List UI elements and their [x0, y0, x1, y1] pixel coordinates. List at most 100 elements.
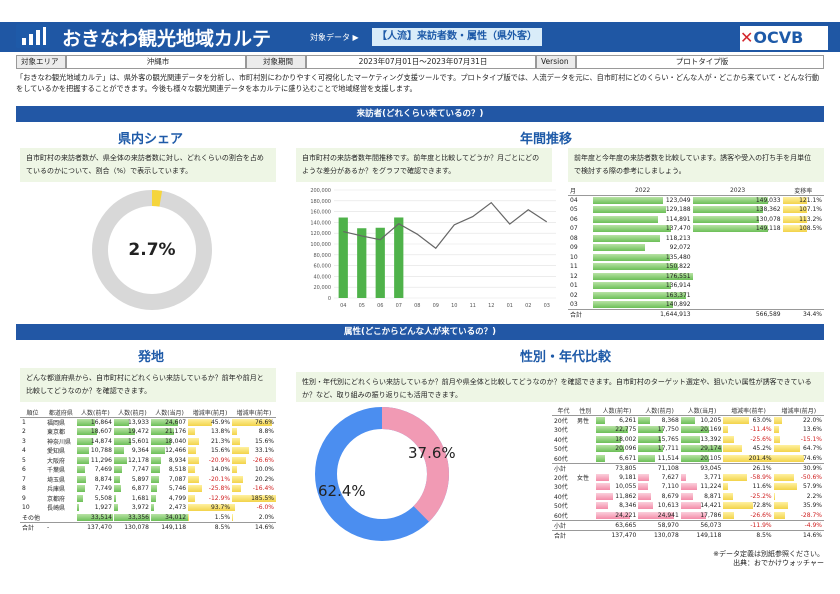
monthly-rate	[783, 272, 824, 282]
table-row: 09 92,072	[568, 243, 824, 253]
gender-table: 年代 性別 人数(前年) 人数(前月) 人数(当月) 増減率(前年) 増減率(前月) 20代 男…	[552, 406, 824, 540]
monthly-month: 08	[570, 234, 578, 242]
origin-cell: 大阪府	[46, 457, 65, 465]
logo-box	[740, 26, 828, 50]
gender-cell: 74.6%	[773, 454, 824, 464]
origin-cell: 45.9%	[188, 418, 232, 428]
gender-title: 性別・年代比較	[520, 350, 612, 365]
origin-cell: 7	[22, 475, 26, 483]
origin-cell: 8.8%	[232, 427, 276, 437]
monthly-2023	[693, 291, 783, 301]
table-row: 2 東京都 18,607 19,472 21,176 13.8% 8.8%	[20, 427, 276, 437]
gender-cell: 60代	[554, 455, 568, 463]
monthly-month: 12	[570, 272, 578, 280]
description: 「おきなわ観光地域カルテ」は、県外客の観光関連データを分析し、市町村別にわかりや…	[16, 73, 820, 93]
gender-cell: 17,750	[638, 425, 681, 435]
ocvb-logo: ✕OCVB	[740, 28, 804, 47]
gender-cell: 60代	[554, 512, 568, 520]
origin-cell: 19,472	[113, 427, 151, 437]
monthly-table: 月 2022 2023 変移率 04 123,049 149,033 121.1% 05 129,…	[568, 186, 824, 319]
gender-text: 性別・年代別にどれくらい来訪しているか？前月や県全体と比較してどうなのか？を確認…	[296, 372, 824, 402]
share-text: 自市町村の来訪者数が、県全体の来訪者数に対し、どれくらいの割合を占めているのかに…	[20, 148, 276, 182]
gender-header: 人数(前月)	[638, 406, 681, 416]
origin-cell: 21,176	[151, 427, 188, 437]
origin-cell: 14,874	[76, 437, 114, 447]
area-label: 対象エリア	[16, 55, 66, 69]
origin-total: 8.5%	[188, 521, 233, 532]
origin-cell: 7,469	[76, 465, 114, 475]
table-row: 3 神奈川県 14,874 15,601 18,040 21.3% 15.6%	[20, 437, 276, 447]
gender-cell: 14.6%	[773, 529, 824, 540]
origin-cell: 1,927	[76, 503, 114, 513]
gender-cell: 7,110	[638, 482, 681, 492]
gender-cell: 56,073	[680, 519, 724, 530]
gender-cell: 11,514	[638, 454, 681, 464]
origin-cell: 4	[22, 447, 26, 455]
gender-cell: 14,421	[680, 501, 724, 511]
monthly-2022: 137,470	[592, 224, 693, 234]
monthly-rate	[783, 243, 824, 253]
trend-xtick: 04	[340, 303, 346, 309]
table-row: 06 114,891 130,078 113.2%	[568, 215, 824, 225]
gender-cell: 11.6%	[723, 482, 773, 492]
origin-cell: 13.8%	[188, 427, 232, 437]
gender-cell: 137,470	[595, 529, 639, 540]
gender-cell: 30.9%	[773, 462, 824, 473]
gender-header: 人数(当月)	[680, 406, 724, 416]
section-band-visitors: 来訪者(どれくらい来ているの？)	[16, 106, 824, 122]
table-row: 20代 男性 6,261 8,368 10,205 63.0% 22.0%	[552, 416, 824, 426]
pie-male-label: 62.4%	[318, 482, 366, 500]
origin-header: 人数(前年)	[76, 408, 114, 418]
version-value: プロトタイプ版	[576, 55, 824, 69]
monthly-month: 01	[570, 282, 578, 290]
table-row: 10 135,480	[568, 253, 824, 263]
origin-cell: -16.4%	[232, 484, 276, 494]
gender-cell: -15.1%	[773, 435, 824, 445]
gender-cell: 22,775	[595, 425, 639, 435]
gender-cell: 6,261	[595, 416, 639, 426]
trend-chart: 0 20,000 40,000 60,000 80,000 100,000 120,000 1…	[310, 188, 556, 309]
origin-cell: 長崎県	[46, 505, 65, 513]
gender-cell: 3,771	[680, 473, 724, 483]
origin-cell: 3	[22, 437, 26, 445]
table-row: 30代 10,055 7,110 11,224 11.6% 57.9%	[552, 482, 824, 492]
gender-header: 増減率(前月)	[773, 406, 824, 416]
gender-cell	[575, 454, 596, 464]
origin-cell: 21.3%	[188, 437, 232, 447]
gender-cell: 22.0%	[773, 416, 824, 426]
monthly-2022: 123,049	[592, 196, 693, 206]
origin-cell: 埼玉県	[46, 476, 65, 484]
monthly-total: 合計	[568, 309, 593, 319]
gender-cell: 7,627	[638, 473, 681, 483]
gender-cell: 93,045	[680, 462, 724, 473]
trend-bar	[394, 217, 404, 298]
trend-xtick: 12	[488, 303, 494, 309]
data-selector[interactable]: 【人流】来訪者数・属性（県外客）	[372, 28, 542, 46]
page-title: おきなわ観光地域カルテ	[62, 28, 272, 50]
gender-cell: 50代	[554, 503, 568, 511]
origin-cell: 7,749	[76, 484, 114, 494]
table-row: 1 福岡県 16,864 13,933 24,607 45.9% 76.6%	[20, 418, 276, 428]
data-label: 対象データ ▶	[310, 33, 359, 42]
trend-xtick: 11	[470, 303, 476, 309]
version-label: Version	[536, 55, 576, 69]
origin-cell: 兵庫県	[46, 486, 65, 494]
monthly-2022: 129,188	[592, 205, 693, 215]
origin-cell: 7,087	[151, 475, 188, 485]
table-row: 08 118,213	[568, 234, 824, 244]
origin-cell: 5,897	[113, 475, 151, 485]
footer-source: 出典：おでかけウォッチャー	[733, 559, 824, 567]
trend-bar	[338, 217, 348, 298]
monthly-2023	[693, 272, 783, 282]
origin-cell: 8,518	[151, 465, 188, 475]
origin-cell: 1	[22, 419, 26, 426]
gender-cell: 男性	[576, 418, 589, 425]
origin-cell: 15.6%	[232, 437, 276, 447]
gender-cell	[574, 462, 596, 473]
gender-cell: 8,679	[638, 492, 681, 502]
monthly-month: 09	[570, 244, 578, 252]
monthly-rate: 113.2%	[782, 215, 824, 225]
gender-cell: -26.6%	[723, 511, 773, 521]
monthly-2022: 118,213	[592, 234, 693, 244]
origin-cell: 18,040	[151, 437, 188, 447]
